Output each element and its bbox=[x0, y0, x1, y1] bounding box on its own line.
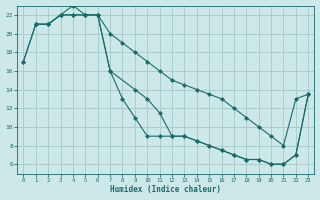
X-axis label: Humidex (Indice chaleur): Humidex (Indice chaleur) bbox=[110, 185, 221, 194]
